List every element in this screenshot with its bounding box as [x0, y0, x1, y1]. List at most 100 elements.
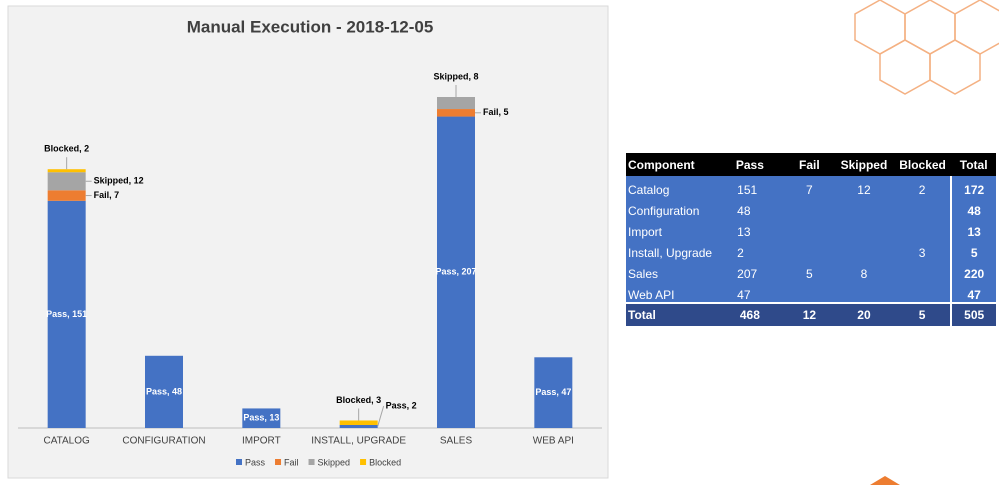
table-cell: 13 — [950, 218, 996, 239]
legend-swatch — [275, 459, 282, 465]
table-cell: 220 — [950, 260, 996, 281]
leader-line — [377, 405, 385, 427]
table-row: Install, Upgrade 2 3 5 — [626, 239, 996, 260]
table-cell: Catalog — [626, 176, 716, 197]
table-cell: 7 — [784, 176, 835, 197]
data-label: Pass, 48 — [146, 386, 182, 396]
bar-segment — [437, 109, 475, 117]
table-row: Import 13 13 — [626, 218, 996, 239]
table-cell — [893, 197, 952, 218]
bar-segment — [47, 169, 86, 173]
table-cell: Pass — [715, 153, 785, 176]
data-label: Pass, 2 — [386, 400, 417, 410]
table-cell — [784, 239, 835, 260]
table-cell: Fail — [784, 153, 835, 176]
table-cell: 12 — [834, 176, 894, 197]
table-cell — [834, 239, 894, 260]
table-row: Component Pass Fail Skipped Blocked Total — [626, 153, 996, 176]
table-cell — [784, 218, 835, 239]
data-label: Skipped, 8 — [433, 71, 478, 81]
data-label: Skipped, 12 — [94, 176, 144, 186]
table-cell — [893, 281, 952, 303]
table-cell: 172 — [950, 176, 996, 197]
data-label: Pass, 13 — [243, 413, 279, 423]
table-row: Catalog 151 7 12 2 172 — [626, 176, 996, 197]
x-tick-label: CONFIGURATION — [122, 436, 205, 447]
chart-panel — [7, 5, 609, 479]
legend-swatch — [236, 459, 242, 465]
bar-segment — [47, 172, 86, 191]
hex-decoration — [854, 0, 999, 95]
bar-segment — [145, 355, 183, 428]
chart-title: Manual Execution - 2018-12-05 — [187, 17, 434, 36]
table-cell: 5 — [950, 239, 996, 260]
table-cell: 47 — [715, 281, 785, 303]
bar-segment — [47, 200, 86, 428]
table-cell: 5 — [893, 302, 952, 326]
bar-segment — [339, 424, 378, 428]
bar-segment — [339, 420, 378, 425]
table-cell: Blocked — [893, 153, 952, 176]
table-cell: 468 — [715, 302, 785, 326]
legend-swatch — [360, 459, 367, 465]
table-cell: 505 — [950, 302, 996, 326]
table-cell: 5 — [784, 260, 835, 281]
legend-label: Pass — [245, 457, 266, 467]
table-row: Configuration 48 48 — [626, 197, 996, 218]
table-row: Total 468 12 20 5 505 — [626, 302, 996, 326]
table-cell: Web API — [626, 281, 716, 303]
table-cell: 151 — [715, 176, 785, 197]
table-cell: 2 — [893, 176, 952, 197]
decoration — [870, 476, 900, 485]
table-row: Sales 207 5 8 220 — [626, 260, 996, 281]
table-cell: 47 — [950, 281, 996, 303]
legend-label: Skipped — [318, 457, 351, 467]
x-tick-label: SALES — [440, 436, 473, 447]
table-cell: Skipped — [834, 153, 894, 176]
table-cell: 20 — [834, 302, 894, 326]
table-cell: Total — [951, 153, 996, 176]
table-cell — [893, 218, 952, 239]
data-label: Pass, 207 — [435, 267, 476, 277]
table-cell: 48 — [715, 197, 785, 218]
x-tick-label: IMPORT — [242, 436, 281, 447]
table-cell — [834, 197, 894, 218]
table-cell: 2 — [715, 239, 785, 260]
table-cell — [893, 260, 952, 281]
x-tick-label: WEB API — [533, 436, 574, 447]
data-label: Blocked, 2 — [44, 144, 89, 154]
data-label: Pass, 47 — [535, 387, 571, 397]
bar-segment — [437, 116, 475, 429]
table-cell: Total — [626, 302, 716, 326]
table-cell — [834, 218, 894, 239]
legend-label: Fail — [284, 457, 299, 467]
table-row: Web API 47 47 — [626, 281, 996, 303]
table-cell: 207 — [715, 260, 785, 281]
table-cell — [784, 281, 835, 303]
summary-table: Component Pass Fail Skipped Blocked Total Cata… — [626, 153, 996, 326]
bar-segment — [242, 408, 281, 428]
data-label: Blocked, 3 — [336, 395, 381, 405]
x-tick-label: INSTALL, UPGRADE — [311, 436, 406, 447]
table-cell: Component — [626, 153, 716, 176]
table-cell: Import — [626, 218, 716, 239]
legend-swatch — [308, 459, 315, 465]
table-cell: Sales — [626, 260, 716, 281]
bar-segment — [534, 357, 573, 428]
x-tick-label: CATALOG — [44, 436, 91, 447]
table-cell: 3 — [893, 239, 952, 260]
table-cell: 8 — [834, 260, 894, 281]
table-cell: 12 — [784, 302, 835, 326]
legend-label: Blocked — [369, 457, 401, 467]
table-cell — [784, 197, 835, 218]
table-cell: Configuration — [626, 197, 716, 218]
data-label: Fail, 7 — [94, 190, 120, 200]
table-cell — [834, 281, 894, 303]
data-label: Fail, 5 — [483, 107, 509, 117]
table-cell: 48 — [950, 197, 996, 218]
bar-segment — [47, 190, 86, 201]
table-cell: Install, Upgrade — [626, 239, 716, 260]
data-label: Pass, 151 — [46, 309, 87, 319]
